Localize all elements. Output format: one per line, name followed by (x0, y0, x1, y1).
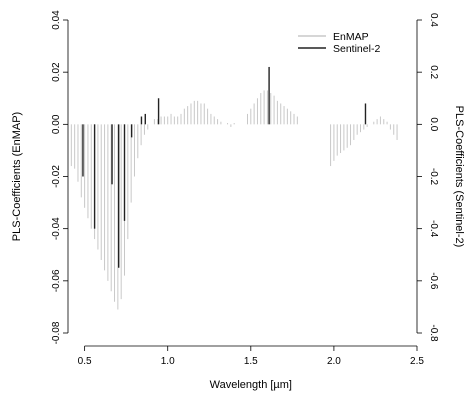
x-tick-label: 0.5 (78, 356, 92, 367)
y-right-tick-label: -0.4 (428, 220, 439, 238)
x-tick-label: 1.0 (161, 356, 175, 367)
y-left-tick-label: -0.04 (51, 217, 62, 240)
legend-sentinel2-label: Sentinel-2 (333, 43, 380, 55)
x-tick-label: 2.5 (410, 356, 424, 367)
y-left-tick-label: 0.02 (51, 62, 62, 82)
y-left-tick-label: -0.08 (51, 321, 62, 344)
y-left-tick-label: 0.04 (51, 10, 62, 30)
y-right-tick-label: 0.2 (428, 65, 439, 79)
y-right-tick-label: -0.8 (428, 324, 439, 342)
enmap-bars (70, 90, 398, 310)
y-right-tick-label: 0.4 (428, 13, 439, 27)
legend: EnMAP Sentinel-2 (298, 31, 380, 55)
y-right-tick-label: -0.2 (428, 168, 439, 186)
axes-layer: -0.08 -0.06 -0.04 -0.02 0.00 0.02 0.04 -0.8 -0.6… (51, 10, 439, 367)
legend-enmap-label: EnMAP (333, 31, 369, 43)
x-tick-label: 2.0 (327, 356, 341, 367)
y-right-tick-label: -0.6 (428, 272, 439, 290)
y-left-tick-label: 0.00 (51, 114, 62, 134)
y-axis-right-title: PLS-Coefficients (Sentinel-2) (453, 106, 465, 248)
x-axis-title: Wavelength [µm] (210, 379, 292, 391)
y-left-tick-label: -0.02 (51, 165, 62, 188)
y-right-tick-label: 0.0 (428, 117, 439, 131)
x-tick-label: 1.5 (244, 356, 258, 367)
y-axis-left-title: PLS-Coefficients (EnMAP) (11, 112, 23, 241)
y-left-tick-label: -0.06 (51, 269, 62, 292)
sentinel2-bars (82, 66, 367, 268)
